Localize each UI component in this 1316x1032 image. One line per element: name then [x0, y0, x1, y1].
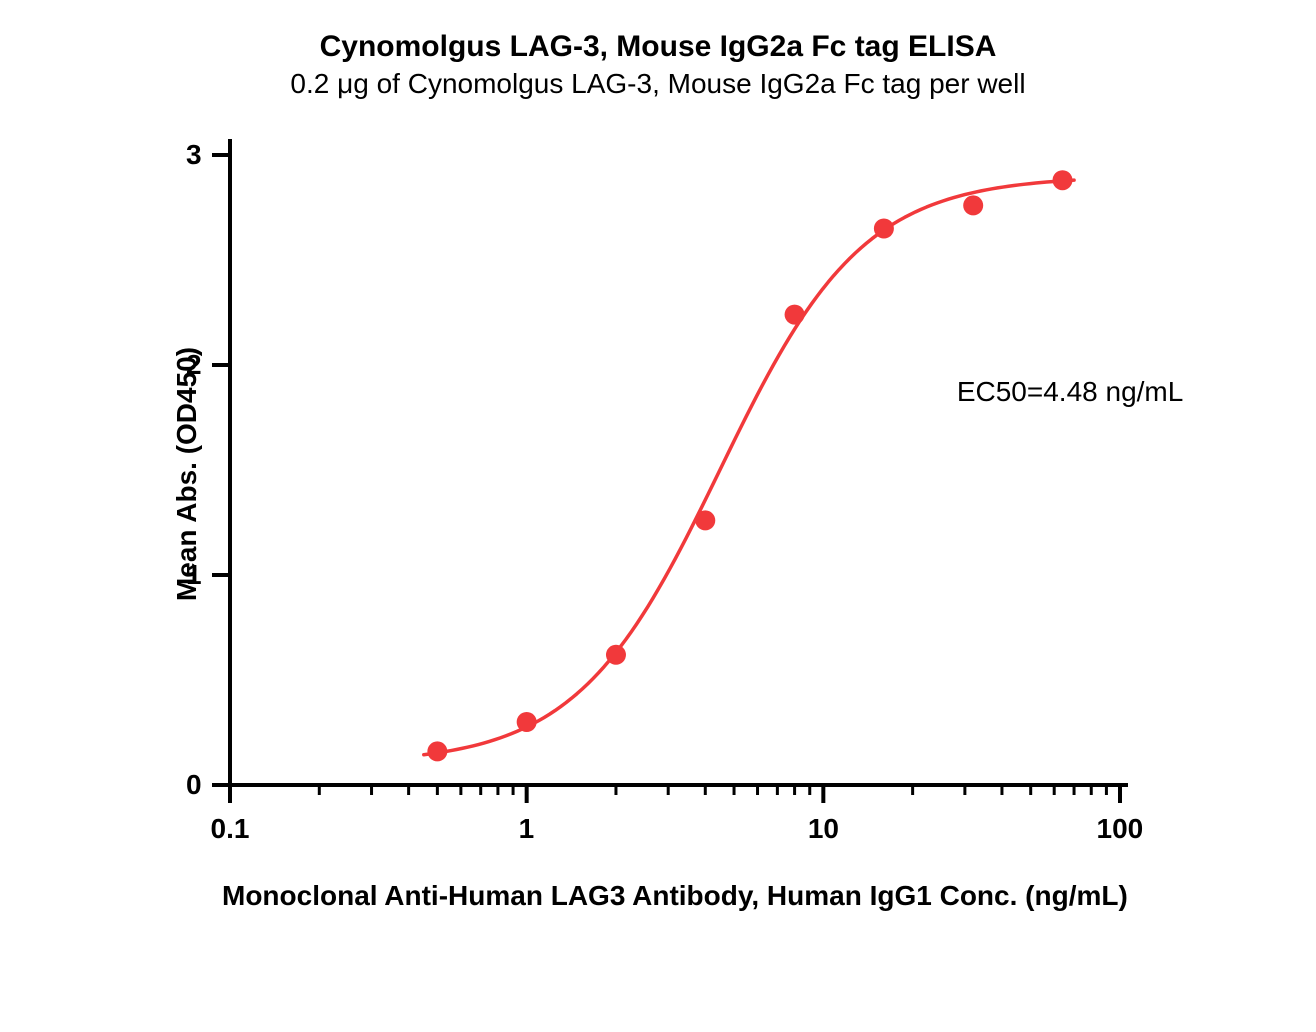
tick-label: 100 — [1097, 813, 1144, 845]
data-point — [785, 305, 805, 325]
data-point — [695, 510, 715, 530]
tick-label: 0 — [186, 769, 202, 801]
tick-label: 0.1 — [211, 813, 250, 845]
data-point — [1053, 170, 1073, 190]
fit-curve — [424, 180, 1074, 755]
tick-label: 1 — [186, 559, 202, 591]
data-point — [963, 195, 983, 215]
data-point — [874, 219, 894, 239]
tick-label: 3 — [186, 139, 202, 171]
data-point — [427, 741, 447, 761]
tick-label: 1 — [519, 813, 535, 845]
tick-label: 10 — [808, 813, 839, 845]
chart-container: Cynomolgus LAG-3, Mouse IgG2a Fc tag ELI… — [0, 0, 1316, 1032]
tick-label: 2 — [186, 349, 202, 381]
data-point — [606, 645, 626, 665]
data-point — [517, 712, 537, 732]
